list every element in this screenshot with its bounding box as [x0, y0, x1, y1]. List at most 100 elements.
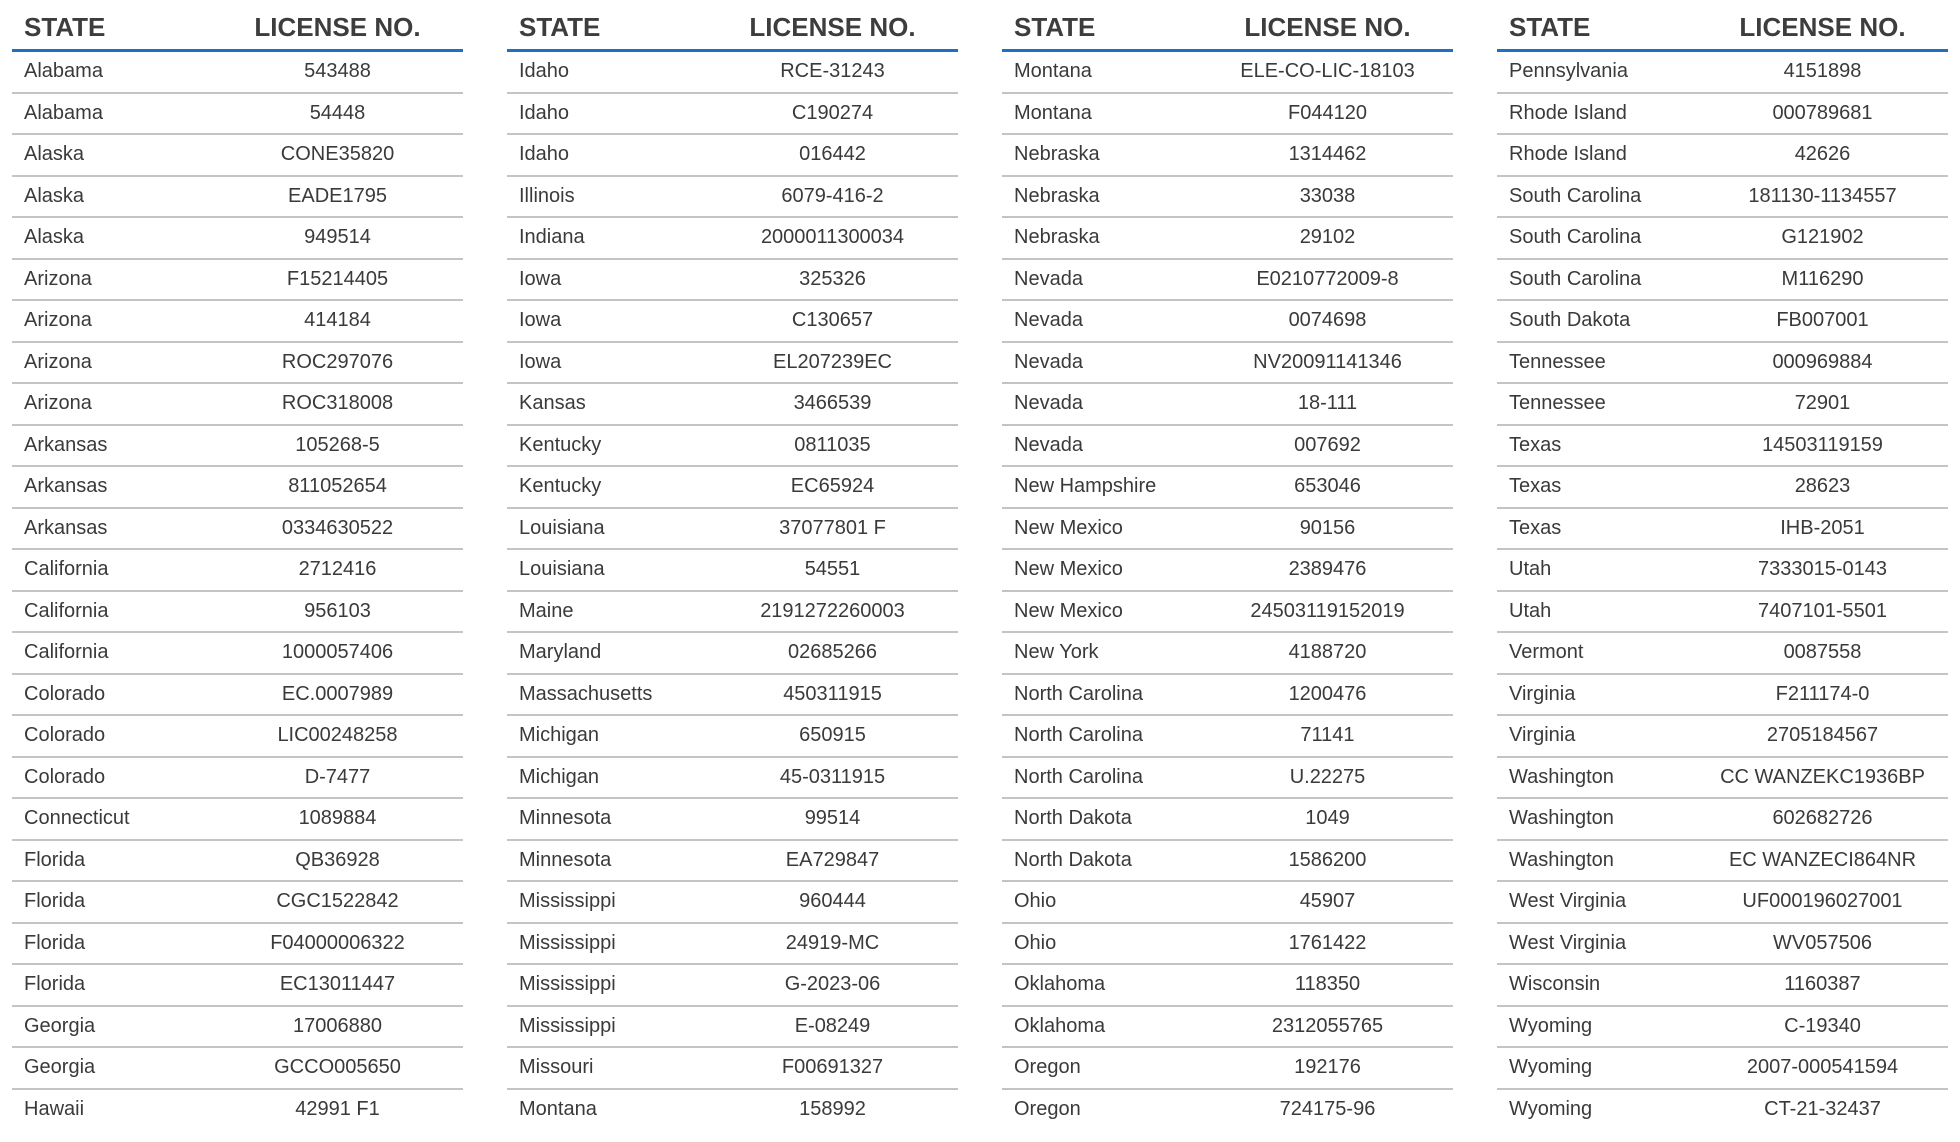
state-cell: Nevada — [1014, 309, 1083, 332]
state-cell: Arkansas — [24, 433, 108, 456]
table-row: Oregon 724175-96 — [1002, 1090, 1453, 1130]
state-cell: Kentucky — [519, 475, 602, 498]
state-cell: Iowa — [519, 267, 562, 290]
state-cell: Florida — [24, 890, 86, 913]
table-row: Vermont 0087558 — [1497, 633, 1948, 675]
state-cell: Michigan — [519, 765, 600, 788]
state-cell: Texas — [1509, 433, 1562, 456]
state-cell: Washington — [1509, 807, 1614, 830]
table-row: Alaska CONE35820 — [12, 135, 463, 177]
license-number-cell: 0087558 — [1783, 641, 1862, 664]
license-number-cell: 24919-MC — [785, 931, 880, 954]
state-cell: Maine — [519, 599, 574, 622]
state-cell: Utah — [1509, 558, 1552, 581]
state-cell: Louisiana — [519, 516, 605, 539]
license-number-cell: NV20091141346 — [1253, 350, 1402, 373]
table-row: North Dakota 1586200 — [1002, 841, 1453, 882]
state-cell: Oklahoma — [1014, 1014, 1106, 1037]
table-row: Oregon 192176 — [1002, 1048, 1453, 1090]
license-number-cell: IHB-2051 — [1780, 516, 1865, 539]
license-number-cell: 1160387 — [1784, 973, 1861, 996]
state-cell: Colorado — [24, 765, 106, 788]
license-number-cell: CT-21-32437 — [1764, 1097, 1881, 1120]
state-cell: Washington — [1509, 848, 1614, 871]
license-number-cell: 4151898 — [1783, 60, 1862, 83]
state-cell: Louisiana — [519, 558, 605, 581]
state-cell: Kentucky — [519, 433, 602, 456]
state-cell: Tennessee — [1509, 350, 1606, 373]
table-row: Montana 158992 — [507, 1090, 958, 1130]
table-row: Maine 2191272260003 — [507, 592, 958, 633]
license-number-cell: 33038 — [1299, 184, 1356, 207]
license-number-cell: 724175-96 — [1279, 1097, 1376, 1120]
license-number-cell: F04000006322 — [270, 931, 405, 954]
state-cell: Colorado — [24, 682, 106, 705]
license-table-3: STATE LICENSE NO. Montana ELE-CO-LIC-18103 M… — [1002, 0, 1453, 1129]
table-row: Wyoming C-19340 — [1497, 1007, 1948, 1048]
table-row: Nevada 007692 — [1002, 426, 1453, 467]
license-number-cell: 0811035 — [794, 433, 871, 456]
license-number-cell: GCCO005650 — [274, 1056, 401, 1079]
state-cell: Washington — [1509, 765, 1614, 788]
state-cell: Idaho — [519, 143, 570, 166]
state-cell: Pennsylvania — [1509, 60, 1628, 83]
state-cell: New York — [1014, 641, 1099, 664]
state-cell: Wyoming — [1509, 1014, 1593, 1037]
table-row: Colorado EC.0007989 — [12, 675, 463, 716]
license-number-cell: 1049 — [1305, 807, 1350, 830]
state-cell: Nevada — [1014, 267, 1083, 290]
license-number-cell: 02685266 — [788, 641, 877, 664]
table-row: Georgia GCCO005650 — [12, 1048, 463, 1090]
license-number-cell: 118350 — [1294, 973, 1361, 996]
license-number-cell: 90156 — [1299, 516, 1356, 539]
state-cell: California — [24, 558, 109, 581]
table-row: Mississippi G-2023-06 — [507, 965, 958, 1007]
state-cell: Nevada — [1014, 392, 1083, 415]
state-cell: South Carolina — [1509, 226, 1642, 249]
state-cell: California — [24, 641, 109, 664]
state-cell: Texas — [1509, 516, 1562, 539]
license-number-cell: 37077801 F — [779, 516, 886, 539]
table-row: Tennessee 000969884 — [1497, 343, 1948, 384]
table-row: California 1000057406 — [12, 633, 463, 675]
state-cell: Mississippi — [519, 1014, 616, 1037]
state-cell: Oregon — [1014, 1097, 1081, 1120]
license-number-cell: E0210772009-8 — [1256, 267, 1399, 290]
state-cell: Montana — [519, 1097, 597, 1120]
table-row: Iowa 325326 — [507, 260, 958, 301]
table-row: North Carolina U.22275 — [1002, 758, 1453, 799]
license-number-cell: 18-111 — [1297, 392, 1358, 415]
license-number-cell: 7407101-5501 — [1757, 599, 1887, 622]
license-number-cell: WV057506 — [1773, 931, 1872, 954]
state-cell: Alaska — [24, 226, 85, 249]
license-number-cell: C130657 — [791, 309, 874, 332]
license-number-cell: 7333015-0143 — [1757, 558, 1887, 581]
table-row: New York 4188720 — [1002, 633, 1453, 675]
license-number-cell: 602682726 — [1772, 807, 1873, 830]
table-row: South Carolina 181130-1134557 — [1497, 177, 1948, 218]
license-number-cell: 29102 — [1299, 226, 1356, 249]
license-column-header: LICENSE NO. — [1244, 12, 1411, 42]
table-row: Michigan 650915 — [507, 716, 958, 758]
license-number-cell: ELE-CO-LIC-18103 — [1240, 60, 1415, 83]
state-cell: Alabama — [24, 101, 103, 124]
state-cell: Tennessee — [1509, 392, 1606, 415]
table-row: Oklahoma 118350 — [1002, 965, 1453, 1007]
state-cell: Wyoming — [1509, 1056, 1593, 1079]
state-cell: Mississippi — [519, 890, 616, 913]
table-row: Wisconsin 1160387 — [1497, 965, 1948, 1007]
table-row: Alabama 54448 — [12, 94, 463, 135]
table-row: New Mexico 2389476 — [1002, 550, 1453, 592]
state-cell: Alaska — [24, 184, 85, 207]
table-row: Utah 7407101-5501 — [1497, 592, 1948, 633]
license-number-cell: 28623 — [1794, 475, 1851, 498]
license-number-cell: M116290 — [1781, 267, 1864, 290]
table-row: Colorado D-7477 — [12, 758, 463, 799]
state-cell: Arizona — [24, 309, 92, 332]
license-number-cell: CONE35820 — [280, 143, 395, 166]
state-cell: West Virginia — [1509, 890, 1627, 913]
table-row: Florida EC13011447 — [12, 965, 463, 1007]
state-cell: South Carolina — [1509, 267, 1642, 290]
license-number-cell: RCE-31243 — [780, 60, 885, 83]
license-column-header: LICENSE NO. — [749, 12, 916, 42]
